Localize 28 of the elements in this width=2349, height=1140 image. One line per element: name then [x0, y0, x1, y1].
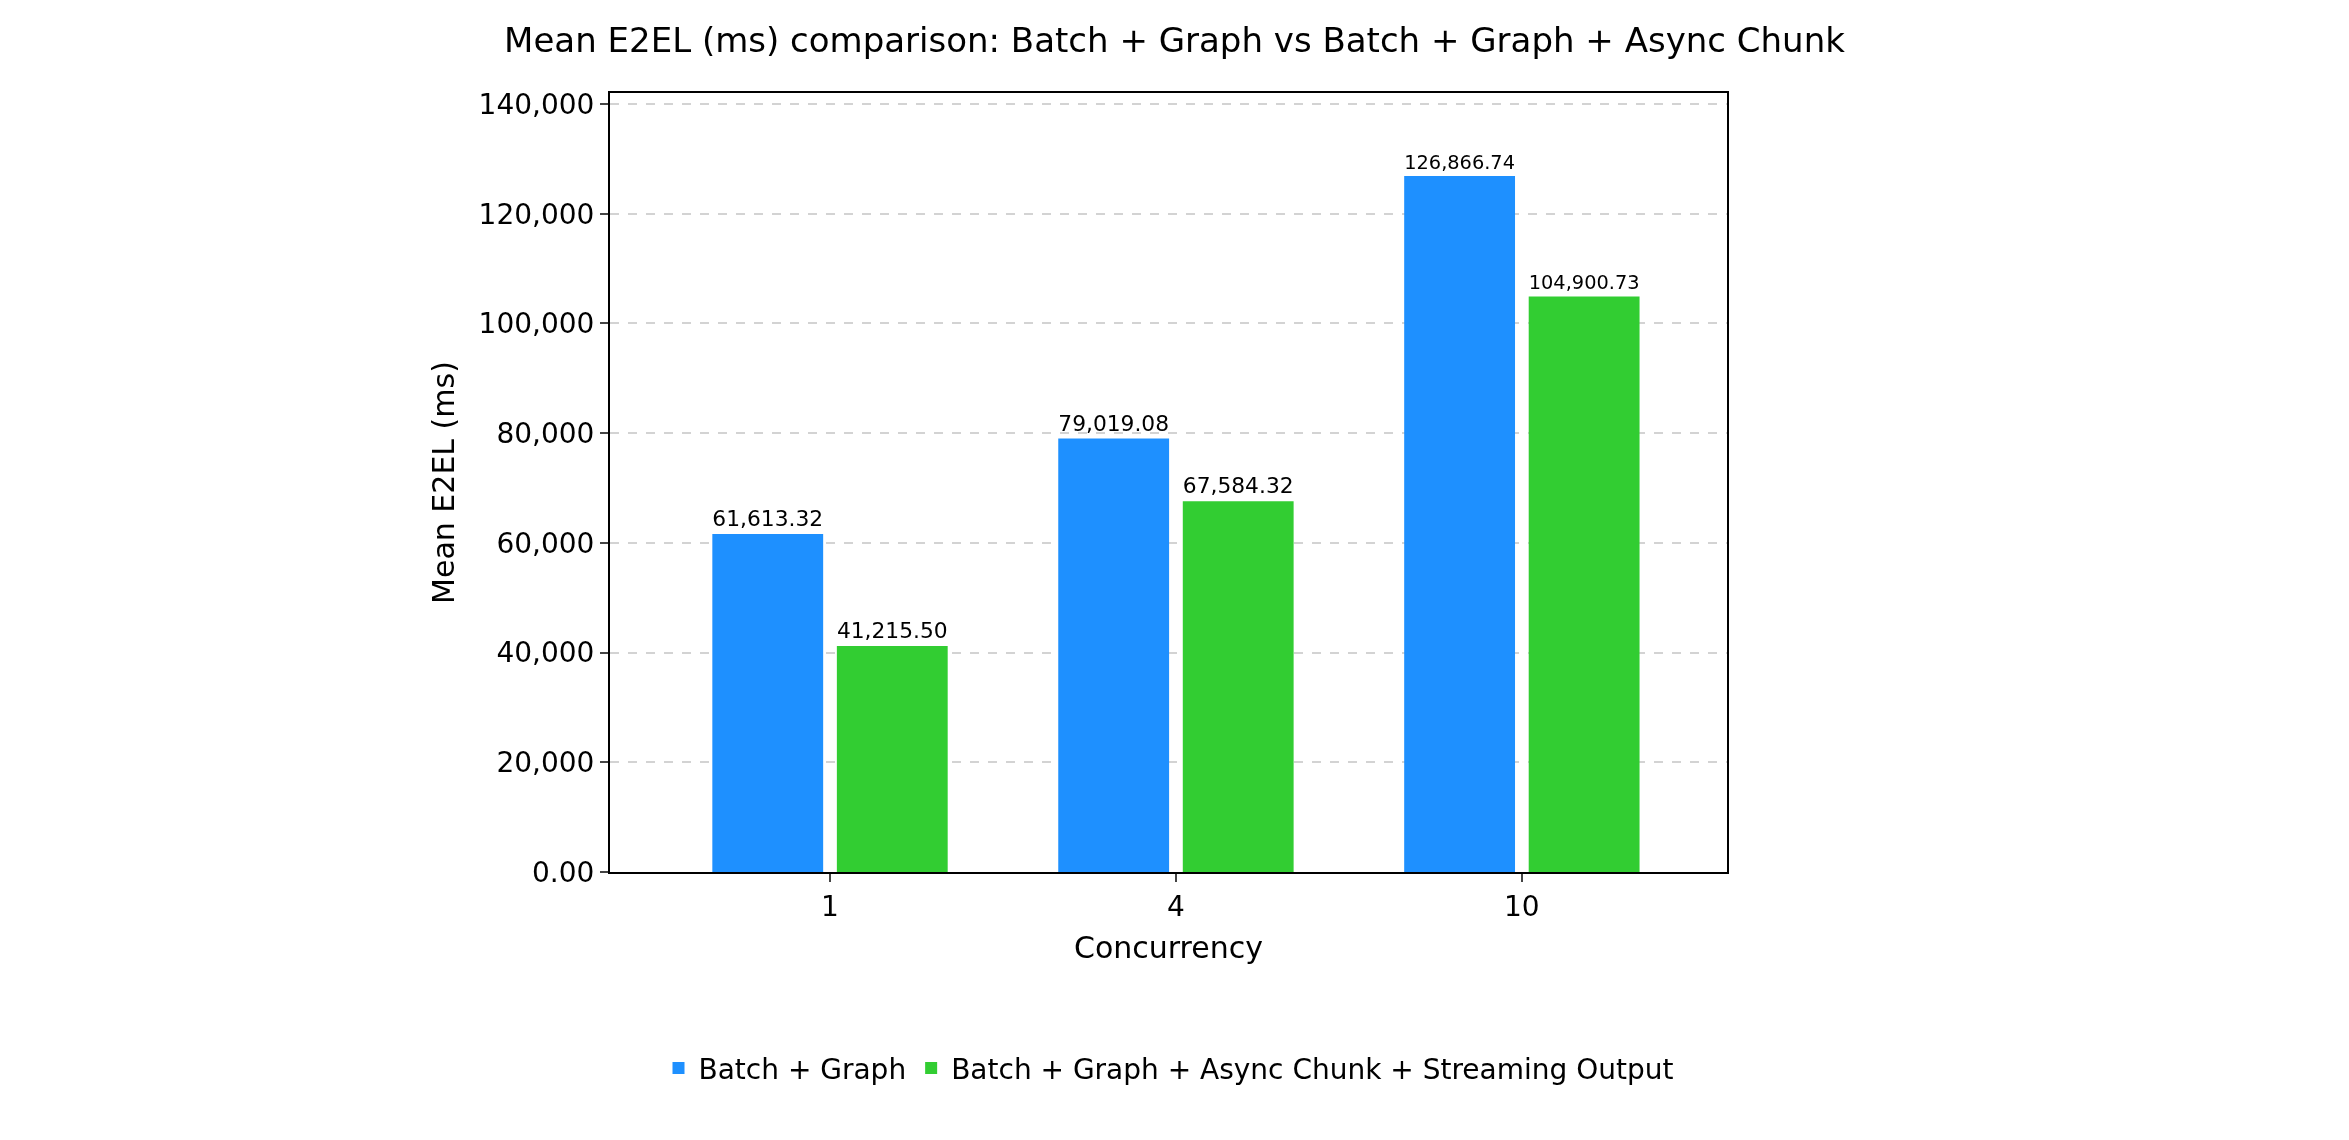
x-tick-label: 1: [821, 889, 839, 923]
x-axis-title: Concurrency: [1073, 929, 1264, 965]
data-label: 41,215.50: [836, 617, 948, 643]
y-tick-label: 100,000: [478, 307, 595, 341]
bar: [712, 533, 824, 872]
y-axis-title: Mean E2EL (ms): [426, 361, 462, 604]
y-tick-label: 140,000: [478, 87, 595, 121]
y-tick-label: 40,000: [496, 636, 595, 670]
bar: [1182, 501, 1294, 872]
bar: [1528, 296, 1640, 872]
x-tick-label: 10: [1504, 889, 1540, 923]
y-tick-label: 120,000: [478, 197, 595, 231]
legend-label: Batch + Graph + Async Chunk + Streaming Output: [951, 1053, 1674, 1086]
bar: [1404, 176, 1516, 872]
y-tick-label: 60,000: [496, 526, 595, 560]
data-label: 126,866.74: [1404, 150, 1515, 174]
y-tick-label: 80,000: [496, 416, 595, 450]
bar: [1058, 438, 1170, 872]
data-label: 61,613.32: [712, 506, 824, 532]
y-tick-label: 20,000: [496, 746, 595, 780]
data-label: 67,584.32: [1182, 473, 1294, 499]
bar: [836, 645, 948, 872]
data-label: 79,019.08: [1058, 410, 1170, 436]
data-label: 104,900.73: [1528, 271, 1640, 295]
legend-label: Batch + Graph: [698, 1053, 907, 1086]
y-tick-label: 0.00: [532, 855, 595, 889]
chart-title: Mean E2EL (ms) comparison: Batch + Graph vs Batch + Graph + Async Chunk: [504, 20, 1846, 61]
x-tick-label: 4: [1167, 889, 1185, 923]
